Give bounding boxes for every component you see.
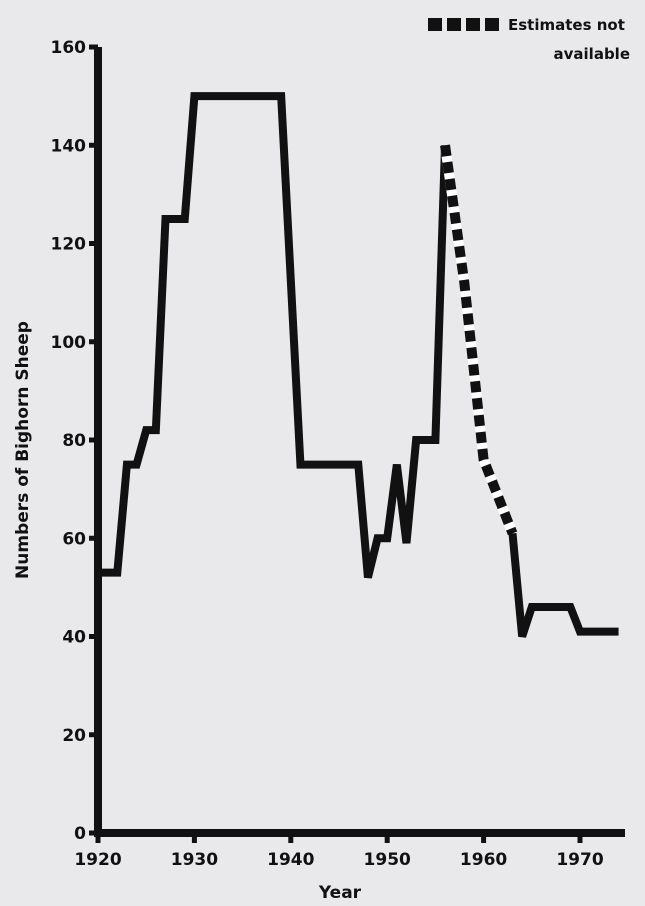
- x-tick-label: 1930: [171, 850, 218, 870]
- y-tick-label: 100: [51, 333, 87, 353]
- y-tick-label: 20: [62, 726, 86, 746]
- x-tick-label: 1950: [364, 850, 411, 870]
- legend-dashed-swatch: [466, 18, 480, 31]
- series-dashed-line: [440, 144, 518, 536]
- x-tick-label: 1970: [556, 850, 603, 870]
- x-tick-label: 1920: [74, 850, 121, 870]
- y-axis-title: Numbers of Bighorn Sheep: [13, 321, 33, 579]
- legend-label-line1: Estimates not: [508, 16, 625, 34]
- legend-dashed-swatch: [485, 18, 499, 31]
- y-tick-label: 160: [51, 38, 87, 58]
- legend-label-line2: available: [554, 45, 630, 63]
- legend-dashed-swatch: [428, 18, 442, 31]
- y-tick-label: 140: [51, 136, 87, 156]
- legend-dashed-swatch: [447, 18, 461, 31]
- series-solid-line-2: [508, 532, 619, 638]
- x-axis-title: Year: [318, 883, 362, 903]
- y-tick-label: 40: [62, 628, 86, 648]
- series-solid-line-0: [98, 92, 450, 579]
- y-tick-label: 80: [62, 431, 86, 451]
- x-tick-label: 1960: [460, 850, 507, 870]
- y-tick-label: 120: [51, 235, 87, 255]
- x-tick-label: 1940: [267, 850, 314, 870]
- y-tick-label: 0: [74, 824, 86, 844]
- y-tick-label: 60: [62, 529, 86, 549]
